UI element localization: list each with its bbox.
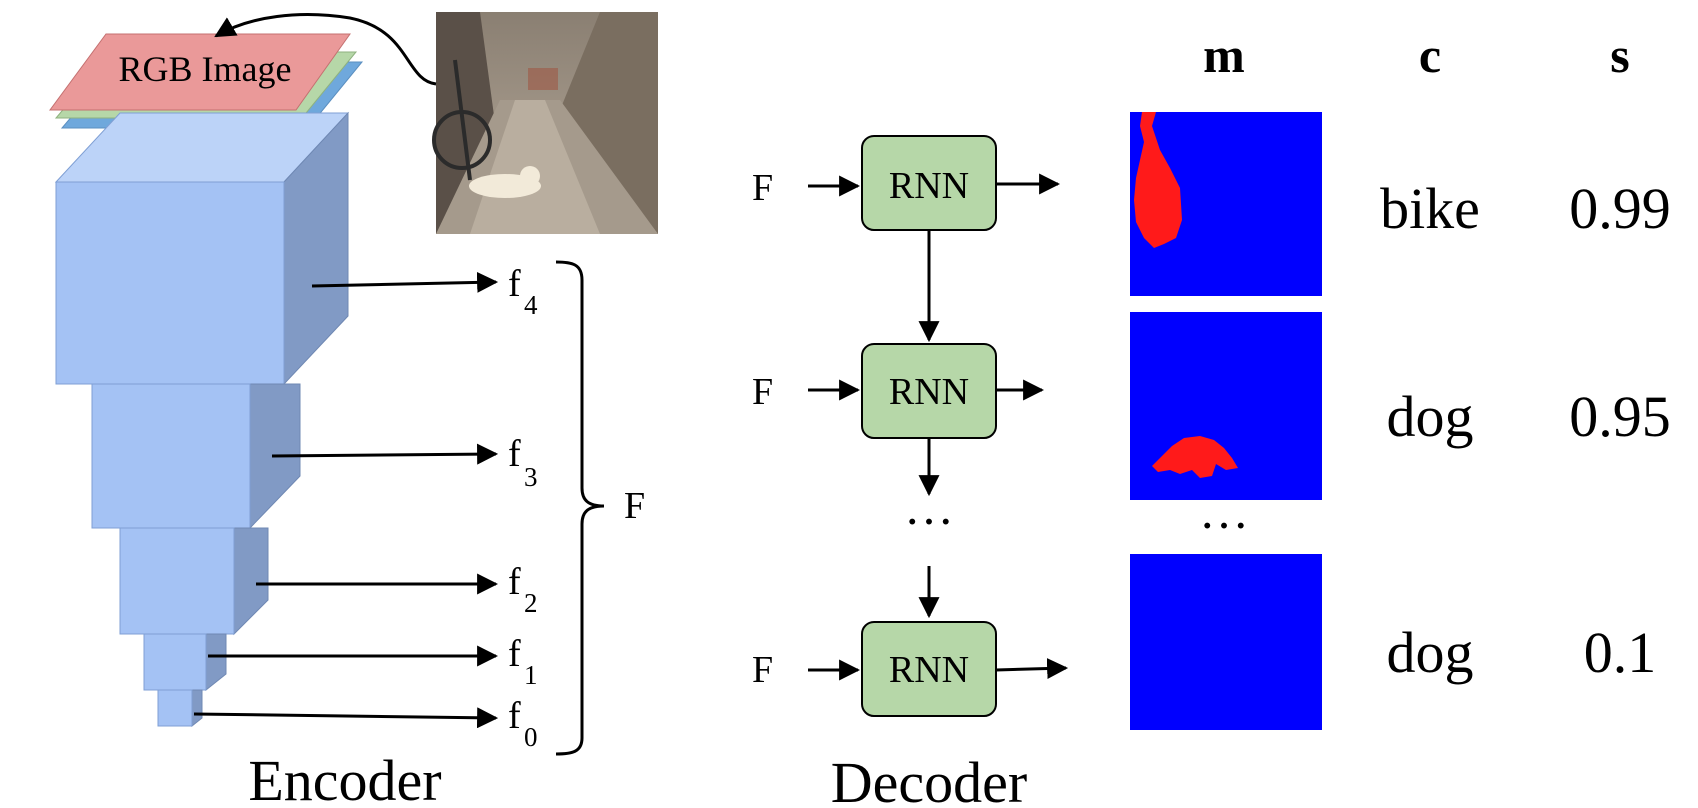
image-layer-red <box>49 33 351 111</box>
svg-text:1: 1 <box>524 660 538 690</box>
decoder-ellipsis: … <box>904 479 954 535</box>
mask-3 <box>1130 554 1322 730</box>
rnn-cell-3: RNN <box>861 621 997 717</box>
feature-f0: f 0 <box>193 695 538 752</box>
encoder-block-0 <box>157 689 203 728</box>
feature-f1: f 1 <box>208 633 538 690</box>
decoder-input-label-3: F <box>752 649 773 691</box>
decoder-input-label-2: F <box>752 371 773 413</box>
encoder-caption: Encoder <box>248 748 441 808</box>
score-value-1: 0.99 <box>1569 176 1671 241</box>
class-value-1: bike <box>1380 176 1480 241</box>
encoder-block-1 <box>143 633 227 692</box>
feature-f2: f 2 <box>256 561 538 618</box>
header-class: c <box>1419 27 1441 83</box>
encoder-block-2 <box>119 527 269 636</box>
feature-group-label: F <box>624 485 645 527</box>
feature-f4: f 4 <box>311 263 538 320</box>
mask-ellipsis: … <box>1199 483 1249 539</box>
rnn-cell-1: RNN <box>861 135 997 231</box>
svg-text:2: 2 <box>524 588 538 618</box>
rgb-image-stack: RGB Image <box>49 33 364 129</box>
svg-text:4: 4 <box>524 290 538 320</box>
svg-text:f: f <box>508 633 521 675</box>
svg-text:3: 3 <box>524 462 538 492</box>
feature-f3: f 3 <box>271 433 538 492</box>
class-value-2: dog <box>1387 384 1474 449</box>
rnn-cell-2: RNN <box>861 343 997 439</box>
mask-1 <box>1130 112 1322 296</box>
decoder-input-label-1: F <box>752 167 773 209</box>
class-value-3: dog <box>1387 620 1474 685</box>
rnn-cell-label: RNN <box>889 649 969 691</box>
encoder-block-4 <box>54 111 350 386</box>
rnn-cell-label: RNN <box>889 371 969 413</box>
rnn-cell-label: RNN <box>889 165 969 207</box>
decoder-caption: Decoder <box>831 750 1027 808</box>
score-value-3: 0.1 <box>1584 620 1657 685</box>
input-photo <box>432 12 658 234</box>
encoder-block-3 <box>91 383 301 530</box>
svg-text:f: f <box>508 561 521 603</box>
mask-2 <box>1130 312 1322 500</box>
svg-text:f: f <box>508 695 521 737</box>
svg-text:0: 0 <box>524 722 538 752</box>
rgb-image-label: RGB Image <box>119 49 292 89</box>
svg-text:f: f <box>508 433 521 475</box>
svg-text:f: f <box>508 263 521 305</box>
photo-to-rgb-arrow <box>214 13 437 86</box>
header-score: s <box>1610 27 1629 83</box>
header-mask: m <box>1203 27 1245 83</box>
feature-group-brace <box>555 260 605 756</box>
score-value-2: 0.95 <box>1569 384 1671 449</box>
